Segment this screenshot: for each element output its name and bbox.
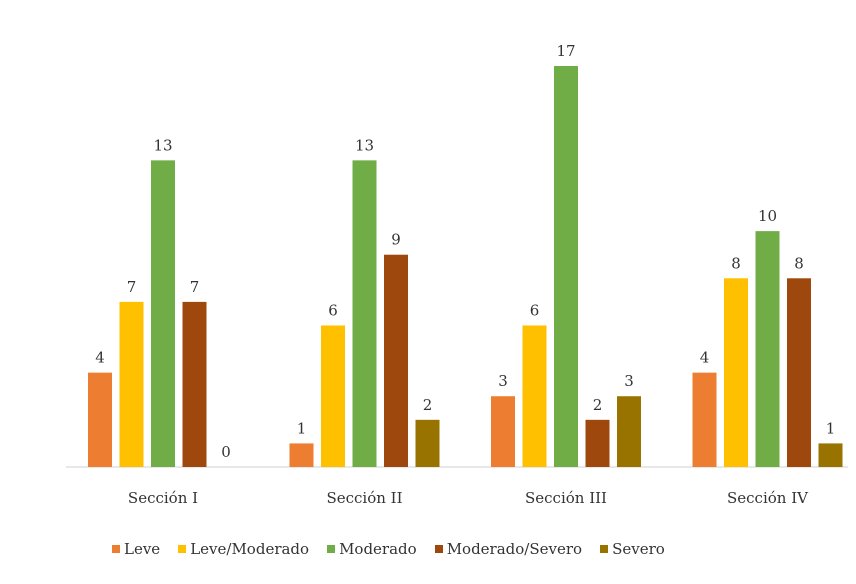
legend-swatch-moderado-severo	[434, 545, 443, 553]
legend-swatch-leve-moderado	[178, 545, 187, 553]
legend-label-leve-moderado: Leve/Moderado	[190, 540, 310, 558]
data-label-leve-moderado-2: 6	[328, 301, 338, 319]
category-label-2: Sección II	[326, 489, 402, 507]
bar-leve-2	[289, 443, 314, 467]
bar-severo-4	[818, 443, 843, 467]
legend-item-leve: Leve	[112, 540, 160, 558]
legend-label-severo: Severo	[612, 540, 665, 558]
bar-severo-3	[617, 396, 641, 467]
bar-moderado-severo-2	[384, 254, 408, 467]
bar-leve-moderado-2	[321, 325, 345, 467]
bar-severo-2	[415, 419, 440, 467]
bars-group	[88, 66, 843, 467]
data-label-severo-4: 1	[826, 419, 836, 437]
data-labels-group: 4 7 13 7 0 1 6 13 9 2 3 6 17 2 3 4 8 10 8 1	[95, 42, 835, 461]
legend-item-severo: Severo	[600, 540, 665, 558]
data-label-leve-moderado-4: 8	[731, 254, 741, 272]
data-label-moderado-3: 17	[556, 42, 575, 60]
category-label-3: Sección III	[525, 489, 607, 507]
data-label-leve-1: 4	[95, 349, 105, 367]
data-label-leve-moderado-1: 7	[127, 278, 137, 296]
data-label-severo-3: 3	[624, 372, 634, 390]
data-label-moderado-4: 10	[758, 207, 777, 225]
data-label-moderado-2: 13	[355, 136, 374, 154]
bar-moderado-severo-3	[585, 419, 610, 467]
category-label-4: Sección IV	[727, 489, 809, 507]
category-labels-group: Sección I Sección II Sección III Sección IV	[128, 489, 809, 507]
data-label-severo-1: 0	[221, 443, 231, 461]
bar-moderado-severo-1	[182, 301, 207, 467]
category-label-1: Sección I	[128, 489, 198, 507]
data-label-moderado-severo-3: 2	[593, 396, 603, 414]
bar-moderado-3	[554, 66, 578, 467]
bar-leve-moderado-1	[119, 301, 144, 467]
legend: Leve Leve/Moderado Moderado Moderado/Severo…	[112, 540, 665, 558]
bar-moderado-4	[755, 231, 780, 467]
legend-item-moderado: Moderado	[327, 540, 417, 558]
bar-leve-moderado-4	[724, 278, 748, 467]
data-label-severo-2: 2	[423, 396, 433, 414]
data-label-moderado-severo-1: 7	[190, 278, 200, 296]
legend-label-moderado: Moderado	[339, 540, 417, 558]
bar-leve-3	[491, 396, 515, 467]
bar-leve-4	[692, 372, 717, 467]
bar-moderado-severo-4	[787, 278, 811, 467]
legend-swatch-severo	[600, 545, 609, 553]
bar-moderado-2	[352, 160, 377, 467]
data-label-moderado-severo-2: 9	[391, 231, 401, 249]
legend-label-leve: Leve	[124, 540, 161, 558]
legend-item-moderado-severo: Moderado/Severo	[434, 540, 583, 558]
data-label-leve-2: 1	[297, 419, 307, 437]
bar-leve-moderado-3	[522, 325, 547, 467]
data-label-leve-4: 4	[700, 349, 710, 367]
bar-moderado-1	[151, 160, 175, 467]
legend-swatch-leve	[112, 545, 120, 553]
data-label-leve-moderado-3: 6	[530, 301, 540, 319]
legend-swatch-moderado	[327, 545, 336, 553]
data-label-moderado-1: 13	[153, 136, 172, 154]
legend-item-leve-moderado: Leve/Moderado	[178, 540, 309, 558]
data-label-moderado-severo-4: 8	[794, 254, 804, 272]
legend-label-moderado-severo: Moderado/Severo	[446, 540, 583, 558]
data-label-leve-3: 3	[498, 372, 508, 390]
bar-leve-1	[88, 372, 112, 467]
